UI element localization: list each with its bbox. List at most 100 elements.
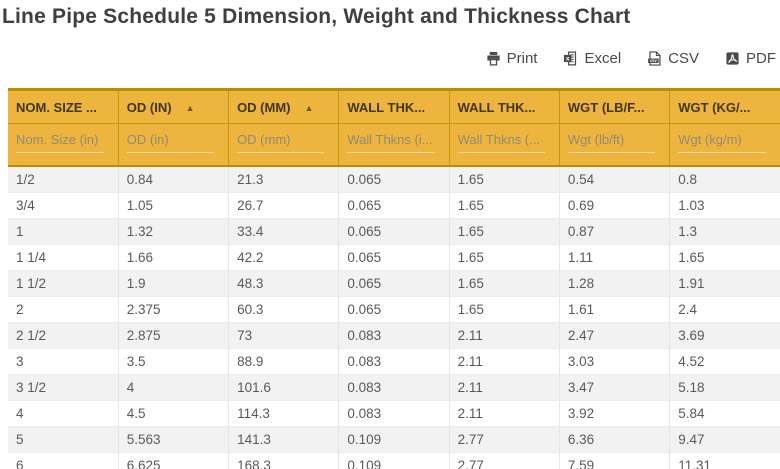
table-row: 4 4.5 114.3 0.083 2.11 3.92 5.84 bbox=[8, 400, 780, 427]
table-row: 2 1/2 2.875 73 0.083 2.11 2.47 3.69 bbox=[8, 322, 780, 349]
cell-wgt-kg-m: 3.69 bbox=[669, 322, 780, 349]
cell-wall-thk-in: 0.109 bbox=[338, 452, 450, 469]
cell-wgt-lb-ft: 3.92 bbox=[559, 400, 671, 427]
cell-nom-size: 3/4 bbox=[8, 192, 119, 219]
cell-wgt-kg-m: 5.84 bbox=[669, 400, 780, 427]
cell-wall-thk-mm: 1.65 bbox=[449, 244, 560, 271]
table-row: 2 2.375 60.3 0.065 1.65 1.61 2.4 bbox=[8, 296, 780, 323]
cell-od-mm: 60.3 bbox=[228, 296, 340, 323]
cell-nom-size: 2 bbox=[8, 296, 119, 323]
column-header-od-in[interactable]: OD (IN) ▲ bbox=[118, 89, 230, 124]
cell-od-in: 3.5 bbox=[118, 348, 230, 375]
cell-wgt-kg-m: 5.18 bbox=[669, 374, 780, 401]
cell-wall-thk-mm: 2.77 bbox=[449, 426, 560, 453]
cell-wall-thk-in: 0.083 bbox=[338, 400, 450, 427]
filter-input-wgt-kg-m[interactable] bbox=[678, 130, 766, 153]
cell-od-in: 1.32 bbox=[118, 218, 230, 245]
filter-cell-od-mm bbox=[228, 123, 340, 167]
cell-nom-size: 1 1/2 bbox=[8, 270, 119, 297]
cell-wall-thk-mm: 1.65 bbox=[449, 296, 560, 323]
cell-nom-size: 3 1/2 bbox=[8, 374, 119, 401]
cell-od-mm: 26.7 bbox=[228, 192, 340, 219]
header-row: NOM. SIZE ... OD (IN) ▲ OD (MM) ▲ WALL THK...… bbox=[8, 89, 780, 124]
table-head: NOM. SIZE ... OD (IN) ▲ OD (MM) ▲ WALL THK...… bbox=[8, 89, 780, 167]
filter-input-wall-thk-in[interactable] bbox=[347, 130, 435, 153]
cell-wall-thk-in: 0.083 bbox=[338, 374, 450, 401]
table-row: 1/2 0.84 21.3 0.065 1.65 0.54 0.8 bbox=[8, 166, 780, 193]
cell-od-in: 2.875 bbox=[118, 322, 230, 349]
filter-input-nom-size[interactable] bbox=[16, 130, 104, 153]
cell-nom-size: 1 1/4 bbox=[8, 244, 119, 271]
print-icon bbox=[486, 51, 501, 66]
table-row: 5 5.563 141.3 0.109 2.77 6.36 9.47 bbox=[8, 426, 780, 453]
cell-od-mm: 88.9 bbox=[228, 348, 340, 375]
table-row: 1 1.32 33.4 0.065 1.65 0.87 1.3 bbox=[8, 218, 780, 245]
filter-cell-wgt-kg-m bbox=[669, 123, 780, 167]
cell-wall-thk-in: 0.083 bbox=[338, 348, 450, 375]
filter-input-wall-thk-mm[interactable] bbox=[457, 130, 545, 153]
filter-input-wgt-lb-ft[interactable] bbox=[567, 130, 656, 153]
cell-wall-thk-in: 0.065 bbox=[338, 218, 450, 245]
column-header-wall-thk-in[interactable]: WALL THK... bbox=[338, 89, 450, 124]
column-header-label: OD (MM) bbox=[237, 100, 291, 115]
column-header-wgt-lb-ft[interactable]: WGT (LB/F... bbox=[559, 89, 671, 124]
cell-wgt-kg-m: 2.4 bbox=[669, 296, 780, 323]
table-body: 1/2 0.84 21.3 0.065 1.65 0.54 0.8 3/4 1.05 26.7 0.… bbox=[8, 166, 780, 469]
column-header-label: WALL THK... bbox=[347, 100, 426, 115]
cell-wall-thk-mm: 1.65 bbox=[449, 218, 560, 245]
filter-cell-wgt-lb-ft bbox=[559, 123, 671, 167]
cell-wgt-lb-ft: 0.54 bbox=[559, 166, 671, 193]
pipe-dimensions-table: NOM. SIZE ... OD (IN) ▲ OD (MM) ▲ WALL THK...… bbox=[8, 88, 780, 469]
cell-od-mm: 42.2 bbox=[228, 244, 340, 271]
csv-icon: csv bbox=[647, 50, 662, 66]
print-button[interactable]: Print bbox=[486, 49, 538, 67]
filter-cell-od-in bbox=[118, 123, 230, 167]
cell-od-in: 1.05 bbox=[118, 192, 230, 219]
cell-od-mm: 33.4 bbox=[228, 218, 340, 245]
excel-button[interactable]: x Excel bbox=[563, 50, 621, 67]
cell-od-mm: 21.3 bbox=[228, 166, 340, 193]
cell-wgt-kg-m: 0.8 bbox=[669, 166, 780, 193]
cell-wall-thk-mm: 2.11 bbox=[449, 374, 560, 401]
cell-wgt-lb-ft: 3.03 bbox=[559, 348, 671, 375]
column-header-label: WGT (LB/F... bbox=[567, 100, 645, 115]
export-toolbar: Print x Excel csv CSV bbox=[0, 48, 776, 68]
pdf-button[interactable]: PDF bbox=[725, 50, 776, 67]
cell-wgt-kg-m: 11.31 bbox=[669, 452, 780, 469]
cell-nom-size: 2 1/2 bbox=[8, 322, 119, 349]
page-title: Line Pipe Schedule 5 Dimension, Weight a… bbox=[2, 5, 631, 28]
column-header-wgt-kg-m[interactable]: WGT (KG/... bbox=[669, 89, 780, 124]
excel-icon: x bbox=[563, 51, 578, 66]
cell-nom-size: 1 bbox=[8, 218, 119, 245]
filter-cell-nom-size bbox=[8, 123, 119, 167]
column-header-label: WGT (KG/... bbox=[678, 100, 751, 115]
cell-nom-size: 1/2 bbox=[8, 166, 119, 193]
cell-wall-thk-mm: 1.65 bbox=[449, 192, 560, 219]
csv-label: CSV bbox=[668, 49, 699, 67]
cell-wgt-kg-m: 4.52 bbox=[669, 348, 780, 375]
cell-wgt-lb-ft: 3.47 bbox=[559, 374, 671, 401]
cell-wgt-lb-ft: 2.47 bbox=[559, 322, 671, 349]
table-row: 1 1/2 1.9 48.3 0.065 1.65 1.28 1.91 bbox=[8, 270, 780, 297]
excel-label: Excel bbox=[584, 49, 622, 67]
cell-nom-size: 6 bbox=[8, 452, 119, 469]
cell-wgt-lb-ft: 1.28 bbox=[559, 270, 671, 297]
column-header-wall-thk-mm[interactable]: WALL THK... bbox=[449, 89, 560, 124]
cell-od-mm: 101.6 bbox=[228, 374, 340, 401]
cell-nom-size: 5 bbox=[8, 426, 119, 453]
print-label: Print bbox=[506, 49, 538, 67]
filter-input-od-in[interactable] bbox=[126, 130, 215, 153]
filter-input-od-mm[interactable] bbox=[237, 130, 325, 153]
cell-wall-thk-mm: 2.11 bbox=[449, 348, 560, 375]
table-row: 3/4 1.05 26.7 0.065 1.65 0.69 1.03 bbox=[8, 192, 780, 219]
cell-wall-thk-mm: 2.11 bbox=[449, 322, 560, 349]
cell-od-in: 4 bbox=[118, 374, 230, 401]
cell-wall-thk-in: 0.065 bbox=[338, 244, 450, 271]
cell-od-mm: 141.3 bbox=[228, 426, 340, 453]
cell-wgt-kg-m: 1.91 bbox=[669, 270, 780, 297]
cell-wgt-lb-ft: 0.87 bbox=[559, 218, 671, 245]
column-header-nom-size[interactable]: NOM. SIZE ... bbox=[8, 89, 119, 124]
column-header-od-mm[interactable]: OD (MM) ▲ bbox=[228, 89, 340, 124]
csv-button[interactable]: csv CSV bbox=[647, 50, 699, 67]
cell-od-in: 1.9 bbox=[118, 270, 230, 297]
